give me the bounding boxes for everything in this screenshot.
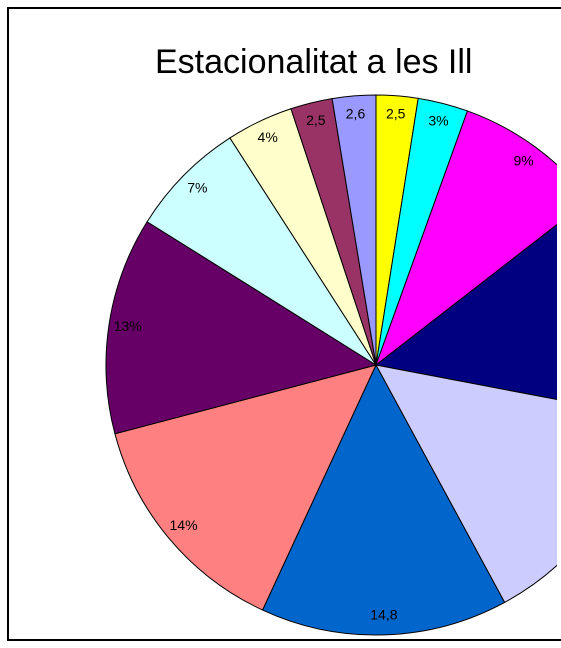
chart-title: Estacionalitat a les Ill xyxy=(155,43,473,81)
data-label: 7% xyxy=(187,179,207,195)
data-label: 2,6 xyxy=(346,105,366,121)
data-label: 2,5 xyxy=(306,112,326,128)
pie-slice xyxy=(375,364,557,604)
pie-slice xyxy=(146,137,377,366)
pie-slice xyxy=(374,110,557,367)
pie-slice xyxy=(261,363,506,636)
data-label: 9% xyxy=(513,153,533,169)
data-label: 3% xyxy=(428,112,448,128)
data-label: 2,5 xyxy=(386,105,406,121)
data-label: 13% xyxy=(114,318,142,334)
data-label: 14,8 xyxy=(370,607,397,623)
pie-slice xyxy=(331,94,377,366)
pie-slice xyxy=(105,221,378,435)
data-label: 14% xyxy=(170,517,198,533)
data-label: 4% xyxy=(258,129,278,145)
pie-slice xyxy=(114,364,377,611)
pie-slice xyxy=(374,223,557,401)
plot: Estacionalitat a les Ill 2,5 3% 9% 14,8 14% 1… xyxy=(105,43,557,636)
